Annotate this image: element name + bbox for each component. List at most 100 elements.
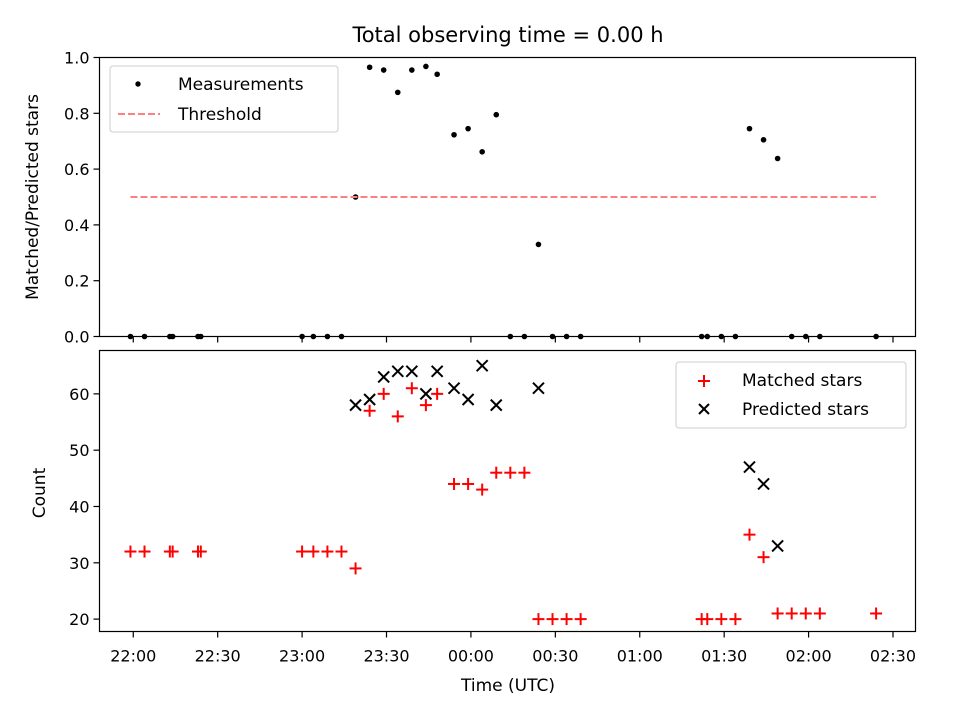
- top-legend: Measurements Threshold: [109, 65, 339, 133]
- matched-star-point: [701, 613, 714, 626]
- predicted-star-point: [377, 370, 390, 384]
- matched-star-point: [560, 613, 573, 626]
- bottom-legend-box: [675, 361, 907, 429]
- y-tick-label: 0.6: [64, 160, 89, 179]
- x-tick-label: 22:00: [110, 647, 156, 666]
- x-tick-label: 23:30: [363, 647, 409, 666]
- legend-measurements-marker: [135, 81, 141, 87]
- predicted-star-point: [391, 365, 404, 378]
- y-tick-label: 50: [69, 441, 89, 460]
- predicted-star-point: [757, 477, 770, 491]
- predicted-star-point: [532, 382, 545, 395]
- predicted-star-point: [405, 365, 419, 378]
- predicted-star-point: [447, 382, 461, 395]
- matched-star-point: [194, 545, 207, 558]
- matched-star-point: [771, 607, 784, 620]
- matched-star-point: [138, 545, 151, 558]
- y-tick-label: 60: [69, 385, 89, 404]
- y-tick-label: 0.0: [64, 328, 89, 347]
- bottom-y-ticks: 20 30 40 50 60: [69, 385, 100, 629]
- matched-star-point: [321, 545, 334, 558]
- legend-threshold-label: Threshold: [177, 105, 262, 125]
- matched-star-point: [504, 466, 517, 479]
- chart-title: Total observing time = 0.00 h: [351, 23, 663, 47]
- matched-star-point: [377, 387, 390, 400]
- matched-star-point: [785, 607, 798, 620]
- x-tick-label: 23:00: [279, 647, 325, 666]
- predicted-star-point: [461, 393, 475, 406]
- matched-star-point: [532, 613, 545, 626]
- top-x-ticks: [132, 336, 894, 343]
- bottom-legend: Matched stars Predicted stars: [675, 361, 907, 429]
- predicted-star-point: [419, 387, 433, 401]
- matched-star-point: [462, 477, 475, 490]
- matched-star-point: [476, 483, 489, 496]
- measurement-point: [423, 63, 429, 70]
- measurement-point: [774, 155, 781, 162]
- bottom-data-marks: [124, 359, 883, 626]
- measurement-point: [380, 67, 387, 73]
- predicted-star-point: [430, 365, 444, 378]
- matched-star-point: [813, 607, 826, 620]
- y-tick-label: 1.0: [64, 49, 89, 68]
- y-tick-label: 0.4: [64, 216, 89, 235]
- legend-predicted-label: Predicted stars: [742, 400, 869, 420]
- bottom-y-axis-label: Count: [30, 467, 50, 518]
- top-y-axis-label: Matched/Predicted stars: [23, 94, 43, 300]
- measurement-point: [746, 125, 753, 132]
- top-y-ticks: 0.0 0.2 0.4 0.6 0.8 1.0: [64, 49, 100, 347]
- legend-predicted-marker: [698, 403, 710, 415]
- measurement-point: [409, 67, 415, 73]
- matched-star-point: [799, 607, 812, 620]
- legend-matched-marker: [698, 375, 710, 387]
- x-tick-label: 00:30: [532, 647, 578, 666]
- top-plot-frame: [98, 56, 917, 338]
- measurement-point: [493, 111, 500, 118]
- matched-star-point: [757, 551, 770, 564]
- bottom-plot-frame: [98, 349, 917, 633]
- predicted-star-point: [349, 398, 362, 412]
- matched-star-point: [405, 382, 418, 395]
- matched-star-point: [296, 545, 309, 558]
- matched-star-point: [349, 562, 362, 575]
- predicted-star-point: [475, 359, 489, 372]
- x-tick-label: 01:00: [617, 647, 663, 666]
- measurement-point: [394, 89, 401, 96]
- y-tick-label: 0.2: [64, 272, 89, 291]
- measurement-point: [479, 149, 485, 155]
- measurement-point: [451, 131, 457, 138]
- predicted-star-point: [490, 398, 503, 412]
- top-panel: Total observing time = 0.00 h Matched/Pr…: [23, 23, 917, 347]
- bottom-x-ticks: 22:00 22:30 23:00 23:30 00:00 00:30 01:00 01:30…: [110, 631, 916, 666]
- bottom-panel: Count Time (UTC) 20 30 40 50 60 22:00 22:30 23…: [30, 349, 917, 696]
- matched-star-point: [448, 477, 461, 490]
- matched-star-point: [307, 545, 320, 558]
- y-tick-label: 30: [69, 554, 89, 573]
- matched-star-point: [743, 528, 756, 541]
- matched-star-point: [166, 545, 179, 558]
- measurement-point: [434, 71, 440, 78]
- top-legend-box: [109, 65, 339, 133]
- matched-star-point: [729, 613, 742, 626]
- x-axis-label: Time (UTC): [460, 676, 555, 696]
- x-tick-label: 02:30: [870, 647, 916, 666]
- y-tick-label: 0.8: [64, 104, 89, 123]
- matched-star-point: [870, 607, 883, 620]
- y-tick-label: 40: [69, 497, 89, 516]
- x-tick-label: 00:00: [448, 647, 494, 666]
- x-tick-label: 22:30: [195, 647, 241, 666]
- x-tick-label: 02:00: [786, 647, 832, 666]
- measurement-point: [366, 64, 373, 71]
- predicted-star-point: [771, 539, 784, 553]
- x-tick-label: 01:30: [701, 647, 747, 666]
- legend-measurements-label: Measurements: [178, 75, 304, 95]
- matched-star-point: [490, 466, 503, 479]
- predicted-star-point: [743, 460, 756, 474]
- measurement-point: [760, 137, 767, 143]
- matched-star-point: [419, 399, 432, 412]
- matched-star-point: [391, 410, 404, 423]
- matched-star-point: [431, 387, 444, 400]
- y-tick-label: 20: [69, 610, 89, 629]
- matched-star-point: [518, 466, 531, 479]
- matched-star-point: [574, 613, 587, 626]
